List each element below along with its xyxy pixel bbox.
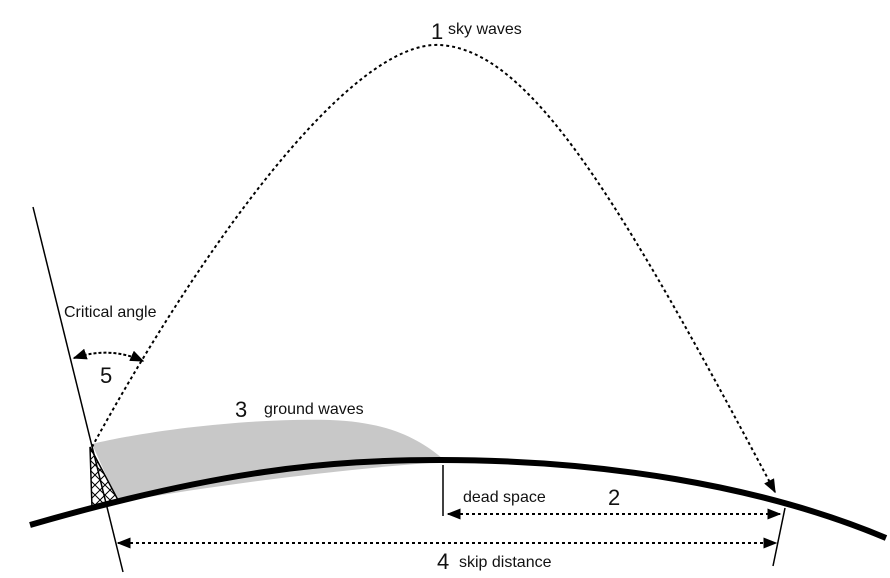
skip-distance-label: skip distance [459, 554, 552, 571]
ground-wave-region [92, 419, 442, 502]
dead-space-label: dead space [463, 489, 546, 506]
skip-distance-number: 4 [437, 549, 449, 574]
earth-surface [29, 456, 888, 541]
ground-waves-number: 3 [235, 397, 247, 422]
critical-angle-number: 5 [100, 363, 112, 388]
antenna-icon [89, 446, 120, 510]
sky-waves-number: 1 [431, 19, 443, 44]
sky-wave-path [91, 43, 776, 494]
sky-waves-label: sky waves [448, 21, 522, 38]
critical-angle-arc [72, 348, 145, 362]
critical-angle-label: Critical angle [64, 304, 157, 321]
normal-line [32, 206, 124, 573]
landing-marker [772, 507, 786, 567]
ground-waves-label: ground waves [264, 401, 364, 418]
dead-space-number: 2 [608, 485, 620, 510]
